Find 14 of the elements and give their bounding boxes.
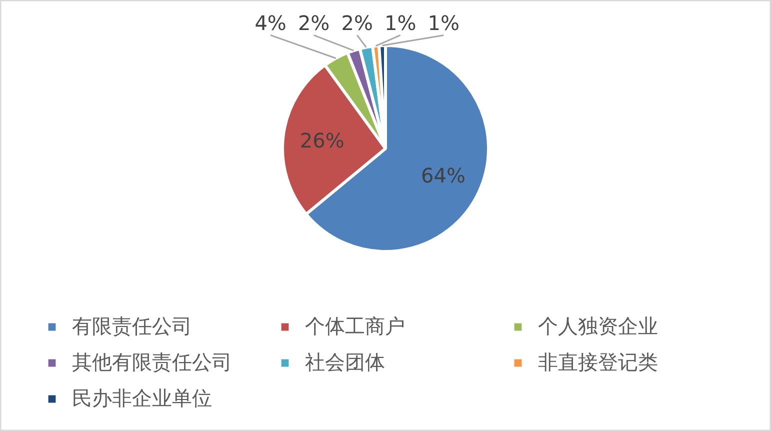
- data-label: 1%: [428, 10, 460, 35]
- legend-label: 个体工商户: [305, 312, 406, 340]
- legend-label: 有限责任公司: [72, 312, 193, 340]
- data-label: 2%: [341, 10, 373, 35]
- data-label: 4%: [254, 10, 286, 35]
- legend-label: 社会团体: [305, 348, 386, 376]
- legend-label: 个人独资企业: [538, 312, 659, 340]
- data-label: 2%: [298, 10, 330, 35]
- legend-label: 民办非企业单位: [72, 384, 213, 412]
- data-label: 1%: [384, 10, 416, 35]
- legend-label: 其他有限责任公司: [72, 348, 233, 376]
- data-label: 64%: [421, 164, 466, 188]
- legend-label: 非直接登记类: [538, 348, 659, 376]
- data-label: 26%: [300, 128, 344, 152]
